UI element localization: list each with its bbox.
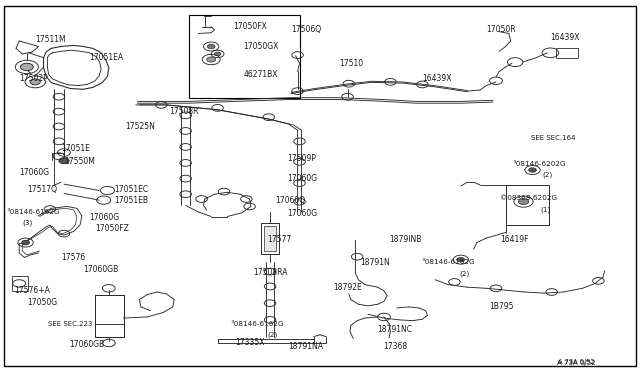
Text: ©08368-6202G: ©08368-6202G	[500, 195, 557, 201]
Text: A 73A 0/52: A 73A 0/52	[558, 359, 595, 365]
Text: 17576: 17576	[61, 253, 85, 262]
Circle shape	[20, 63, 33, 71]
Text: 17060G: 17060G	[19, 169, 49, 177]
Bar	[264, 226, 276, 251]
Circle shape	[214, 52, 221, 56]
Text: 17509P: 17509P	[287, 154, 316, 163]
Text: 17060G: 17060G	[287, 174, 317, 183]
Circle shape	[30, 79, 40, 85]
Text: 17508R: 17508R	[170, 107, 199, 116]
Text: 17502P: 17502P	[19, 74, 48, 83]
Text: (3): (3)	[22, 220, 33, 227]
Text: 1B795: 1B795	[490, 302, 514, 311]
Text: 17060G: 17060G	[90, 213, 120, 222]
Bar	[95, 295, 124, 337]
Text: 17051EB: 17051EB	[114, 196, 148, 205]
Text: 17060Q: 17060Q	[275, 196, 305, 205]
Text: °08146-6162G: °08146-6162G	[6, 209, 60, 215]
Text: 18791NC: 18791NC	[378, 325, 413, 334]
Text: 17508RA: 17508RA	[253, 268, 287, 277]
Text: 17368: 17368	[383, 342, 407, 351]
Text: 46271BX: 46271BX	[243, 70, 278, 79]
Text: 17051EC: 17051EC	[114, 185, 148, 194]
Text: 17510: 17510	[339, 59, 364, 68]
Bar	[506, 185, 549, 225]
Text: 17050R: 17050R	[486, 25, 516, 34]
Text: 17060GB: 17060GB	[69, 340, 104, 349]
Text: 17050GX: 17050GX	[243, 42, 278, 51]
Text: 17525N: 17525N	[125, 122, 155, 131]
Text: °08146-6162G: °08146-6162G	[230, 321, 284, 327]
Text: 16439X: 16439X	[422, 74, 452, 83]
Text: 17577: 17577	[268, 235, 292, 244]
Text: SEE SEC.164: SEE SEC.164	[531, 135, 576, 141]
Text: (2): (2)	[542, 171, 552, 178]
Text: (1): (1)	[541, 206, 551, 213]
Bar	[12, 276, 28, 291]
Text: 1879INB: 1879INB	[389, 235, 422, 244]
Text: 17051EA: 17051EA	[90, 53, 124, 62]
Text: 16439X: 16439X	[550, 33, 580, 42]
Circle shape	[207, 57, 216, 62]
Text: 17506Q: 17506Q	[291, 25, 321, 34]
Text: 17050FZ: 17050FZ	[95, 224, 129, 233]
Text: A 73A 0/52: A 73A 0/52	[557, 360, 595, 366]
Circle shape	[529, 168, 536, 172]
Text: 17060GB: 17060GB	[83, 265, 118, 274]
Bar	[189, 15, 300, 98]
Text: (2): (2)	[268, 331, 278, 338]
Text: 18791N: 18791N	[360, 258, 390, 267]
Text: 18791NA: 18791NA	[288, 342, 323, 351]
Circle shape	[518, 199, 529, 205]
Circle shape	[22, 240, 29, 245]
Text: 17511M: 17511M	[35, 35, 66, 44]
Text: 16419F: 16419F	[500, 235, 529, 244]
Circle shape	[207, 44, 215, 49]
Text: 17060G: 17060G	[287, 209, 317, 218]
Bar	[261, 223, 279, 254]
Bar	[556, 48, 578, 58]
Text: 17550M: 17550M	[64, 157, 95, 166]
Text: °08146-6202G: °08146-6202G	[512, 161, 566, 167]
Text: 17576+A: 17576+A	[14, 286, 50, 295]
Text: 17517Q: 17517Q	[27, 185, 57, 194]
Text: 18792E: 18792E	[333, 283, 362, 292]
Circle shape	[457, 257, 465, 262]
Text: 17335X: 17335X	[236, 338, 265, 347]
Circle shape	[59, 158, 69, 164]
Text: 17050FX: 17050FX	[234, 22, 268, 31]
Text: (2): (2)	[460, 270, 470, 277]
Text: SEE SEC.223: SEE SEC.223	[48, 321, 92, 327]
Text: °08146-6162G: °08146-6162G	[421, 259, 475, 265]
Text: 17051E: 17051E	[61, 144, 90, 153]
Text: 17050G: 17050G	[27, 298, 57, 307]
